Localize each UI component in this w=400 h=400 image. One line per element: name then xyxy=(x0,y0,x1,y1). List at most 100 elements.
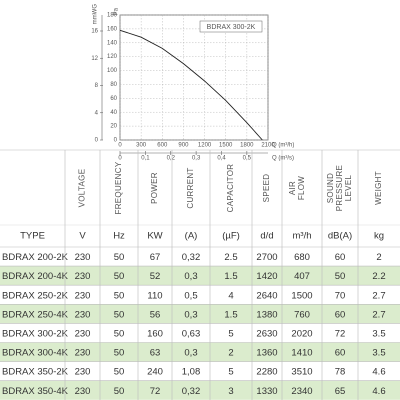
axis-label: Q (m³/h) xyxy=(272,143,294,149)
x-tick-label: 900 xyxy=(178,143,189,149)
y-tick-label: 180 xyxy=(107,13,118,19)
y-tick-label: 0 xyxy=(114,138,118,144)
cell: BDRAX 200-4K xyxy=(2,271,69,282)
cell: 230 xyxy=(75,348,91,359)
cell: 56 xyxy=(150,309,161,320)
cell: 0,3 xyxy=(184,348,197,359)
unit: dB(A) xyxy=(328,231,352,242)
cell: BDRAX 250-2K xyxy=(2,290,69,301)
x-tick-label: 1800 xyxy=(240,143,254,149)
cell: 3.5 xyxy=(372,328,385,339)
header: WEIGHT xyxy=(374,171,383,205)
cell: 2640 xyxy=(256,290,277,301)
cell: 52 xyxy=(150,271,161,282)
qs-tick-label: 0,5 xyxy=(243,156,252,162)
cell: 0,5 xyxy=(184,290,197,301)
cell: 2700 xyxy=(256,252,277,263)
cell: 407 xyxy=(294,271,310,282)
header-line: SOUND xyxy=(326,173,335,203)
cell: 60 xyxy=(335,348,346,359)
cell: 50 xyxy=(114,348,125,359)
cell: 2 xyxy=(228,348,233,359)
unit: m³/h xyxy=(293,231,312,242)
cell: BDRAX 300-2K xyxy=(2,328,69,339)
qs-tick-label: 0,3 xyxy=(192,156,201,162)
cell: BDRAX 350-4K xyxy=(2,386,69,397)
x-tick-label: 300 xyxy=(136,143,147,149)
y-tick-label: 120 xyxy=(107,54,118,60)
cell: 3510 xyxy=(291,367,312,378)
header-line: PRESSURE xyxy=(335,165,344,211)
cell: 1.5 xyxy=(224,309,237,320)
unit: Hz xyxy=(113,231,125,242)
cell: 230 xyxy=(75,386,91,397)
cell: 760 xyxy=(294,309,310,320)
cell: 4.6 xyxy=(372,386,385,397)
x-tick-label: 600 xyxy=(157,143,168,149)
mmwg-tick-label: 16 xyxy=(91,29,98,35)
qs-tick-label: 0,4 xyxy=(217,156,226,162)
y-tick-label: 60 xyxy=(110,96,117,102)
cell: 2020 xyxy=(291,328,312,339)
cell: BDRAX 250-4K xyxy=(2,309,69,320)
y-tick-label: 140 xyxy=(107,40,118,46)
cell: 1420 xyxy=(256,271,277,282)
header: VOLTAGE xyxy=(78,169,87,208)
cell: 0,63 xyxy=(182,328,201,339)
cell: 72 xyxy=(150,386,161,397)
header: AIRFLOW xyxy=(288,176,306,200)
header: CURRENT xyxy=(186,167,195,208)
cell: 230 xyxy=(75,328,91,339)
x-tick-label: 1500 xyxy=(219,143,233,149)
cell: 5 xyxy=(228,328,233,339)
unit: TYPE xyxy=(20,231,45,242)
axis-label: Q (m³/s) xyxy=(272,156,294,162)
cell: 63 xyxy=(150,348,161,359)
cell: 1360 xyxy=(256,348,277,359)
cell: 2.5 xyxy=(224,252,237,263)
cell: BDRAX 350-2K xyxy=(2,367,69,378)
cell: 230 xyxy=(75,309,91,320)
cell: 680 xyxy=(294,252,310,263)
header: FREQUENCY xyxy=(114,161,123,214)
y-tick-label: 100 xyxy=(107,68,118,74)
cell: 60 xyxy=(335,309,346,320)
cell: BDRAX 300-4K xyxy=(2,348,69,359)
cell: 0,3 xyxy=(184,271,197,282)
cell: 50 xyxy=(114,290,125,301)
cell: 1.5 xyxy=(224,271,237,282)
cell: 2630 xyxy=(256,328,277,339)
cell: 72 xyxy=(335,328,346,339)
curve-label-box xyxy=(199,20,263,33)
header: SPEED xyxy=(262,174,271,203)
cell: 50 xyxy=(114,328,125,339)
cell: 50 xyxy=(114,367,125,378)
cell: 50 xyxy=(114,386,125,397)
unit: V xyxy=(79,231,86,242)
unit: d/d xyxy=(260,231,273,242)
cell: 240 xyxy=(147,367,163,378)
y-tick-label: 160 xyxy=(107,26,118,32)
unit: (µF) xyxy=(222,231,240,242)
cell: 50 xyxy=(114,309,125,320)
cell: 2.7 xyxy=(372,309,385,320)
curve xyxy=(119,29,263,141)
cell: 0,32 xyxy=(182,386,201,397)
cell: 230 xyxy=(75,290,91,301)
cell: 2.7 xyxy=(372,290,385,301)
cell: 0,3 xyxy=(184,309,197,320)
x-tick-label: 1200 xyxy=(198,143,212,149)
curve-label: BDRAX 300-2K xyxy=(207,24,256,31)
cell: 3 xyxy=(228,386,233,397)
mmwg-tick-label: 0 xyxy=(95,138,99,144)
cell: 1410 xyxy=(291,348,312,359)
cell: 65 xyxy=(335,386,346,397)
cell: 50 xyxy=(335,271,346,282)
cell: 230 xyxy=(75,252,91,263)
cell: 160 xyxy=(147,328,163,339)
cell: 2.2 xyxy=(372,271,385,282)
header: SOUNDPRESSURELEVEL xyxy=(326,165,353,211)
unit: kg xyxy=(374,231,384,242)
